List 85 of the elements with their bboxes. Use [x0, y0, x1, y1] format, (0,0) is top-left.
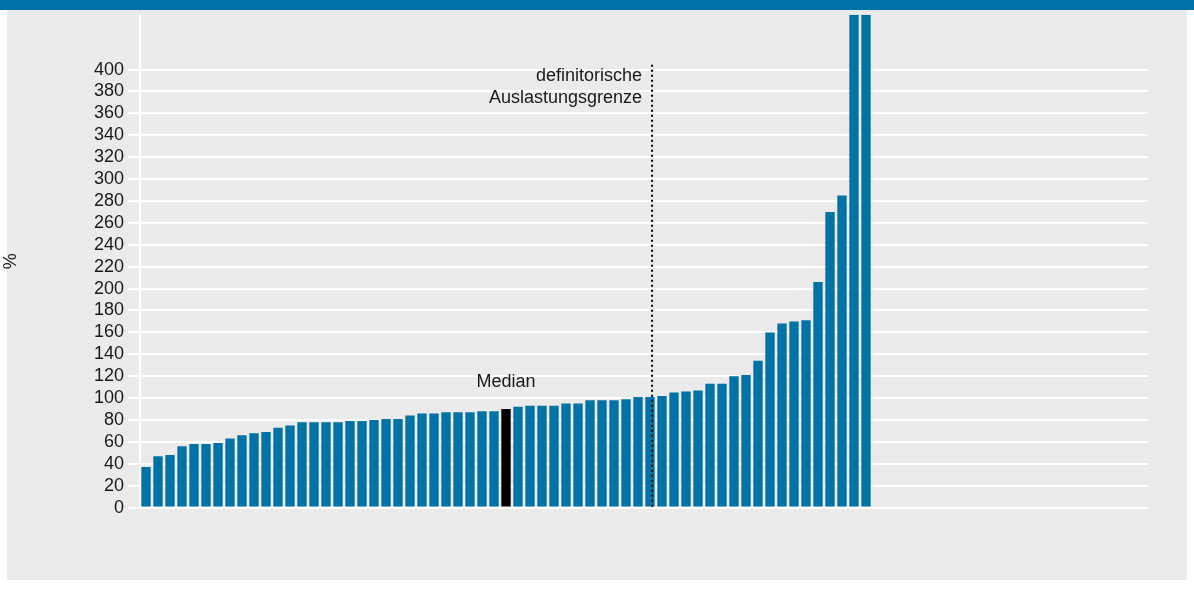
y-tick-label: 240	[93, 233, 124, 254]
bar	[489, 411, 499, 507]
bar	[741, 375, 751, 507]
y-tick-label: 60	[103, 430, 124, 451]
bar	[153, 456, 163, 507]
bar	[333, 422, 343, 507]
y-tick-label: 120	[93, 365, 124, 386]
bar	[225, 438, 235, 507]
bar	[801, 320, 811, 507]
bar	[465, 412, 475, 507]
bar	[765, 332, 775, 507]
bar	[345, 421, 355, 507]
bar	[729, 376, 739, 507]
bar	[405, 415, 415, 507]
bar	[417, 413, 427, 507]
bar	[693, 390, 703, 507]
y-tick-label: 280	[93, 189, 124, 210]
bar	[717, 383, 727, 507]
bar	[609, 400, 619, 507]
annotation: definitorische Auslastungsgrenze	[488, 64, 643, 107]
bar	[813, 282, 823, 507]
bar	[789, 321, 799, 507]
bar	[537, 405, 547, 507]
bar	[141, 467, 151, 507]
bar	[861, 14, 871, 507]
bar	[381, 418, 391, 507]
bar	[681, 391, 691, 507]
bar	[369, 419, 379, 507]
bar	[549, 405, 559, 507]
bar	[321, 422, 331, 507]
y-tick-label: 340	[93, 124, 124, 145]
bar	[657, 395, 667, 507]
bar	[309, 422, 319, 507]
bar	[201, 444, 211, 507]
annotation: Median	[476, 371, 536, 392]
y-tick-label: 320	[93, 146, 124, 167]
y-tick-label: 40	[103, 452, 124, 473]
bar	[705, 383, 715, 507]
bar	[297, 422, 307, 507]
bar	[237, 435, 247, 507]
bar	[525, 405, 535, 507]
bar	[633, 396, 643, 507]
y-tick-label: 100	[93, 387, 124, 408]
y-axis-title: %	[0, 253, 20, 270]
y-tick-label: 80	[103, 408, 124, 429]
bar	[165, 455, 175, 507]
bar	[177, 446, 187, 507]
bar	[357, 421, 367, 507]
bar	[573, 403, 583, 507]
bar	[777, 323, 787, 507]
bar	[849, 14, 859, 507]
y-tick-label: 200	[93, 277, 124, 298]
y-tick-label: 400	[93, 58, 124, 79]
y-tick-label: 260	[93, 211, 124, 232]
y-tick-label: 160	[93, 321, 124, 342]
y-tick-label: 380	[93, 80, 124, 101]
bar	[285, 425, 295, 507]
bar	[669, 392, 679, 507]
bar	[753, 360, 763, 507]
bar	[501, 409, 511, 507]
bar	[513, 406, 523, 507]
y-tick-label: 180	[93, 299, 124, 320]
bar	[189, 444, 199, 507]
bar	[477, 411, 487, 507]
y-tick-label: 0	[113, 496, 124, 517]
bar	[249, 433, 259, 507]
y-tick-label: 140	[93, 343, 124, 364]
bar	[825, 211, 835, 507]
y-tick-label: 20	[103, 474, 124, 495]
y-tick-label: 360	[93, 102, 124, 123]
bar	[393, 418, 403, 507]
y-tick-label: 300	[93, 168, 124, 189]
bar	[561, 403, 571, 507]
bar	[261, 432, 271, 507]
bar	[213, 442, 223, 507]
bar	[585, 400, 595, 507]
bar	[621, 399, 631, 507]
bar	[453, 412, 463, 507]
bar	[429, 413, 439, 507]
bar	[273, 427, 283, 507]
y-tick-label: 220	[93, 255, 124, 276]
bar	[645, 396, 655, 507]
bar	[441, 412, 451, 507]
bar	[837, 195, 847, 507]
bar	[597, 400, 607, 507]
